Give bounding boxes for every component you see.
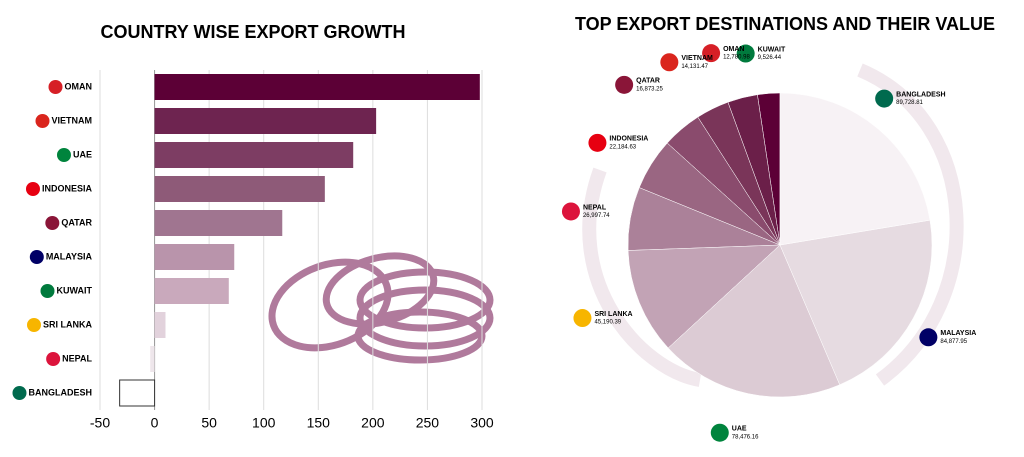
bar (154, 142, 354, 168)
flag (12, 386, 27, 400)
x-tick-label: -50 (90, 415, 110, 431)
y-tick-label: BANGLADESH (28, 387, 92, 397)
slice-label: VIETNAM (681, 55, 713, 62)
slice-value-label: 78,476.16 (732, 434, 759, 440)
y-tick-label: VIETNAM (52, 115, 93, 125)
slice-label: SRI LANKA (594, 311, 632, 318)
flag (35, 114, 50, 128)
pie-slice (667, 244, 841, 398)
x-tick-label: 300 (470, 415, 494, 431)
flag (27, 318, 41, 332)
x-tick-label: 150 (307, 415, 331, 431)
bar (154, 312, 166, 338)
flag (615, 75, 634, 94)
slice-value-label: 14,131.47 (681, 64, 708, 70)
onion-decoration (582, 63, 964, 387)
flag (29, 250, 44, 264)
chart-title: COUNTRY WISE EXPORT GROWTH (100, 22, 405, 42)
slice-label: KUWAIT (758, 46, 786, 53)
y-tick-label: QATAR (61, 217, 92, 227)
slice-label: OMAN (723, 46, 744, 53)
flag (46, 352, 61, 366)
bar (154, 210, 283, 236)
slice-value-label: 22,184.63 (609, 144, 636, 150)
slice-value-label: 16,873.25 (636, 86, 663, 92)
flag (561, 202, 580, 221)
ring (356, 286, 494, 350)
slice-label: UAE (732, 426, 747, 433)
slice-label: BANGLADESH (896, 91, 945, 98)
flag (736, 44, 755, 63)
bar (150, 346, 155, 372)
bar (154, 176, 325, 202)
bar (154, 108, 377, 134)
flag (919, 328, 938, 347)
slice-value-label: 26,997.74 (583, 213, 610, 219)
y-tick-label: KUWAIT (57, 285, 93, 295)
slice-label: INDONESIA (609, 136, 648, 143)
y-tick-label: UAE (73, 149, 92, 159)
flag (710, 423, 729, 442)
pie-slice (779, 92, 931, 246)
onion-layer (582, 167, 702, 387)
flag (25, 182, 40, 196)
bar (154, 244, 235, 270)
ring (356, 268, 494, 332)
pie-slice (627, 244, 781, 349)
y-tick-label: INDONESIA (42, 183, 93, 193)
flag (48, 80, 63, 94)
y-tick-label: MALAYSIA (46, 251, 93, 261)
onion-layer (857, 63, 964, 386)
flag (875, 89, 894, 108)
flag (573, 309, 592, 328)
flag (660, 53, 679, 72)
y-tick-label: NEPAL (62, 353, 92, 363)
slice-value-label: 89,728.81 (896, 100, 923, 106)
slice-value-label: 12,780.98 (723, 55, 750, 61)
y-tick-label: OMAN (65, 81, 93, 91)
x-tick-label: 100 (252, 415, 276, 431)
x-tick-label: 0 (151, 415, 159, 431)
flag (702, 44, 721, 63)
x-tick-label: 200 (361, 415, 385, 431)
x-tick-label: 50 (201, 415, 217, 431)
slice-label: NEPAL (583, 204, 607, 211)
x-tick-label: 250 (416, 415, 440, 431)
flag (40, 284, 55, 298)
slice-label: MALAYSIA (940, 330, 976, 337)
slice-label: QATAR (636, 78, 660, 85)
chart-title: TOP EXPORT DESTINATIONS AND THEIR VALUE (575, 14, 995, 34)
ring (268, 258, 392, 352)
y-tick-label: SRI LANKA (43, 319, 92, 329)
flag (45, 216, 60, 230)
flag (56, 148, 71, 162)
pie-slice (779, 219, 933, 386)
flag (588, 133, 607, 152)
bar (119, 379, 156, 407)
slice-value-label: 9,526.44 (758, 55, 782, 61)
onion-rings-decoration (268, 252, 494, 364)
slice-value-label: 84,877.95 (940, 339, 967, 345)
slice-value-label: 45,190.39 (594, 320, 621, 326)
bar (154, 278, 229, 304)
bar (154, 74, 480, 100)
